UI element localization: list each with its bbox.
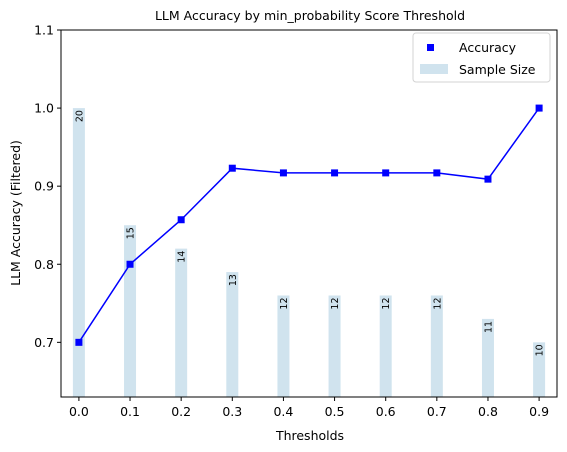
legend-patch-sample-size [420, 64, 448, 74]
accuracy-line-layer [75, 104, 543, 346]
sample-size-bar [277, 295, 290, 397]
x-axis-ticks: 0.0 0.1 0.2 0.3 0.4 0.5 0.6 0.7 0.8 0.9 [69, 397, 549, 419]
sample-size-bar [226, 272, 239, 397]
sample-size-bar [124, 225, 137, 397]
sample-size-bar-label: 13 [228, 274, 239, 286]
accuracy-point [177, 216, 185, 224]
x-axis-label: Thresholds [275, 428, 344, 443]
legend-label-accuracy: Accuracy [459, 40, 517, 55]
accuracy-point [279, 169, 287, 177]
bar-labels-layer: 20 15 14 13 12 12 12 12 11 10 [74, 110, 545, 356]
x-tick-label: 0.0 [69, 404, 89, 419]
legend-label-sample-size: Sample Size [459, 62, 536, 77]
y-tick-label: 0.7 [34, 335, 54, 350]
x-tick-label: 0.1 [120, 404, 140, 419]
plot-frame [60, 29, 558, 398]
sample-size-bar-label: 20 [74, 110, 85, 122]
sample-size-bar [328, 295, 341, 397]
sample-size-bar [72, 108, 85, 397]
accuracy-point [382, 169, 390, 177]
sample-size-bar-label: 15 [126, 227, 137, 239]
accuracy-line [78, 107, 540, 343]
sample-size-bar-label: 12 [432, 297, 443, 309]
chart-title: LLM Accuracy by min_probability Score Th… [155, 8, 465, 23]
accuracy-point [433, 169, 441, 177]
sample-size-bar [430, 295, 443, 397]
x-tick-label: 0.4 [273, 404, 293, 419]
x-tick-label: 0.6 [376, 404, 396, 419]
legend: Accuracy Sample Size [412, 32, 551, 83]
accuracy-point [484, 175, 492, 183]
sample-size-bar [175, 248, 188, 397]
accuracy-point [228, 164, 236, 172]
y-tick-label: 0.9 [34, 179, 54, 194]
sample-size-bar-label: 12 [279, 297, 290, 309]
x-tick-label: 0.5 [325, 404, 345, 419]
sample-size-bar-label: 10 [535, 344, 546, 356]
sample-size-bar-label: 12 [330, 297, 341, 309]
legend-marker-accuracy [427, 44, 434, 51]
accuracy-point [126, 260, 134, 268]
sample-size-bar [533, 342, 546, 397]
sample-size-bar-label: 14 [177, 251, 188, 263]
sample-size-bar-label: 11 [483, 321, 494, 333]
y-tick-label: 1.1 [34, 23, 54, 38]
sample-size-bar-label: 12 [381, 297, 392, 309]
x-tick-label: 0.3 [222, 404, 242, 419]
accuracy-point [331, 169, 339, 177]
x-tick-label: 0.7 [427, 404, 447, 419]
x-tick-label: 0.8 [478, 404, 498, 419]
y-axis-ticks: 0.7 0.8 0.9 1.0 1.1 [34, 23, 61, 350]
x-tick-label: 0.9 [529, 404, 549, 419]
accuracy-point [75, 338, 83, 346]
accuracy-point [535, 104, 543, 112]
sample-size-bar [379, 295, 392, 397]
y-tick-label: 1.0 [34, 101, 54, 116]
y-tick-label: 0.8 [34, 257, 54, 272]
sample-size-bar [481, 318, 494, 397]
y-axis-label: LLM Accuracy (Filtered) [8, 140, 23, 286]
bars-layer [72, 108, 546, 397]
x-tick-label: 0.2 [171, 404, 191, 419]
